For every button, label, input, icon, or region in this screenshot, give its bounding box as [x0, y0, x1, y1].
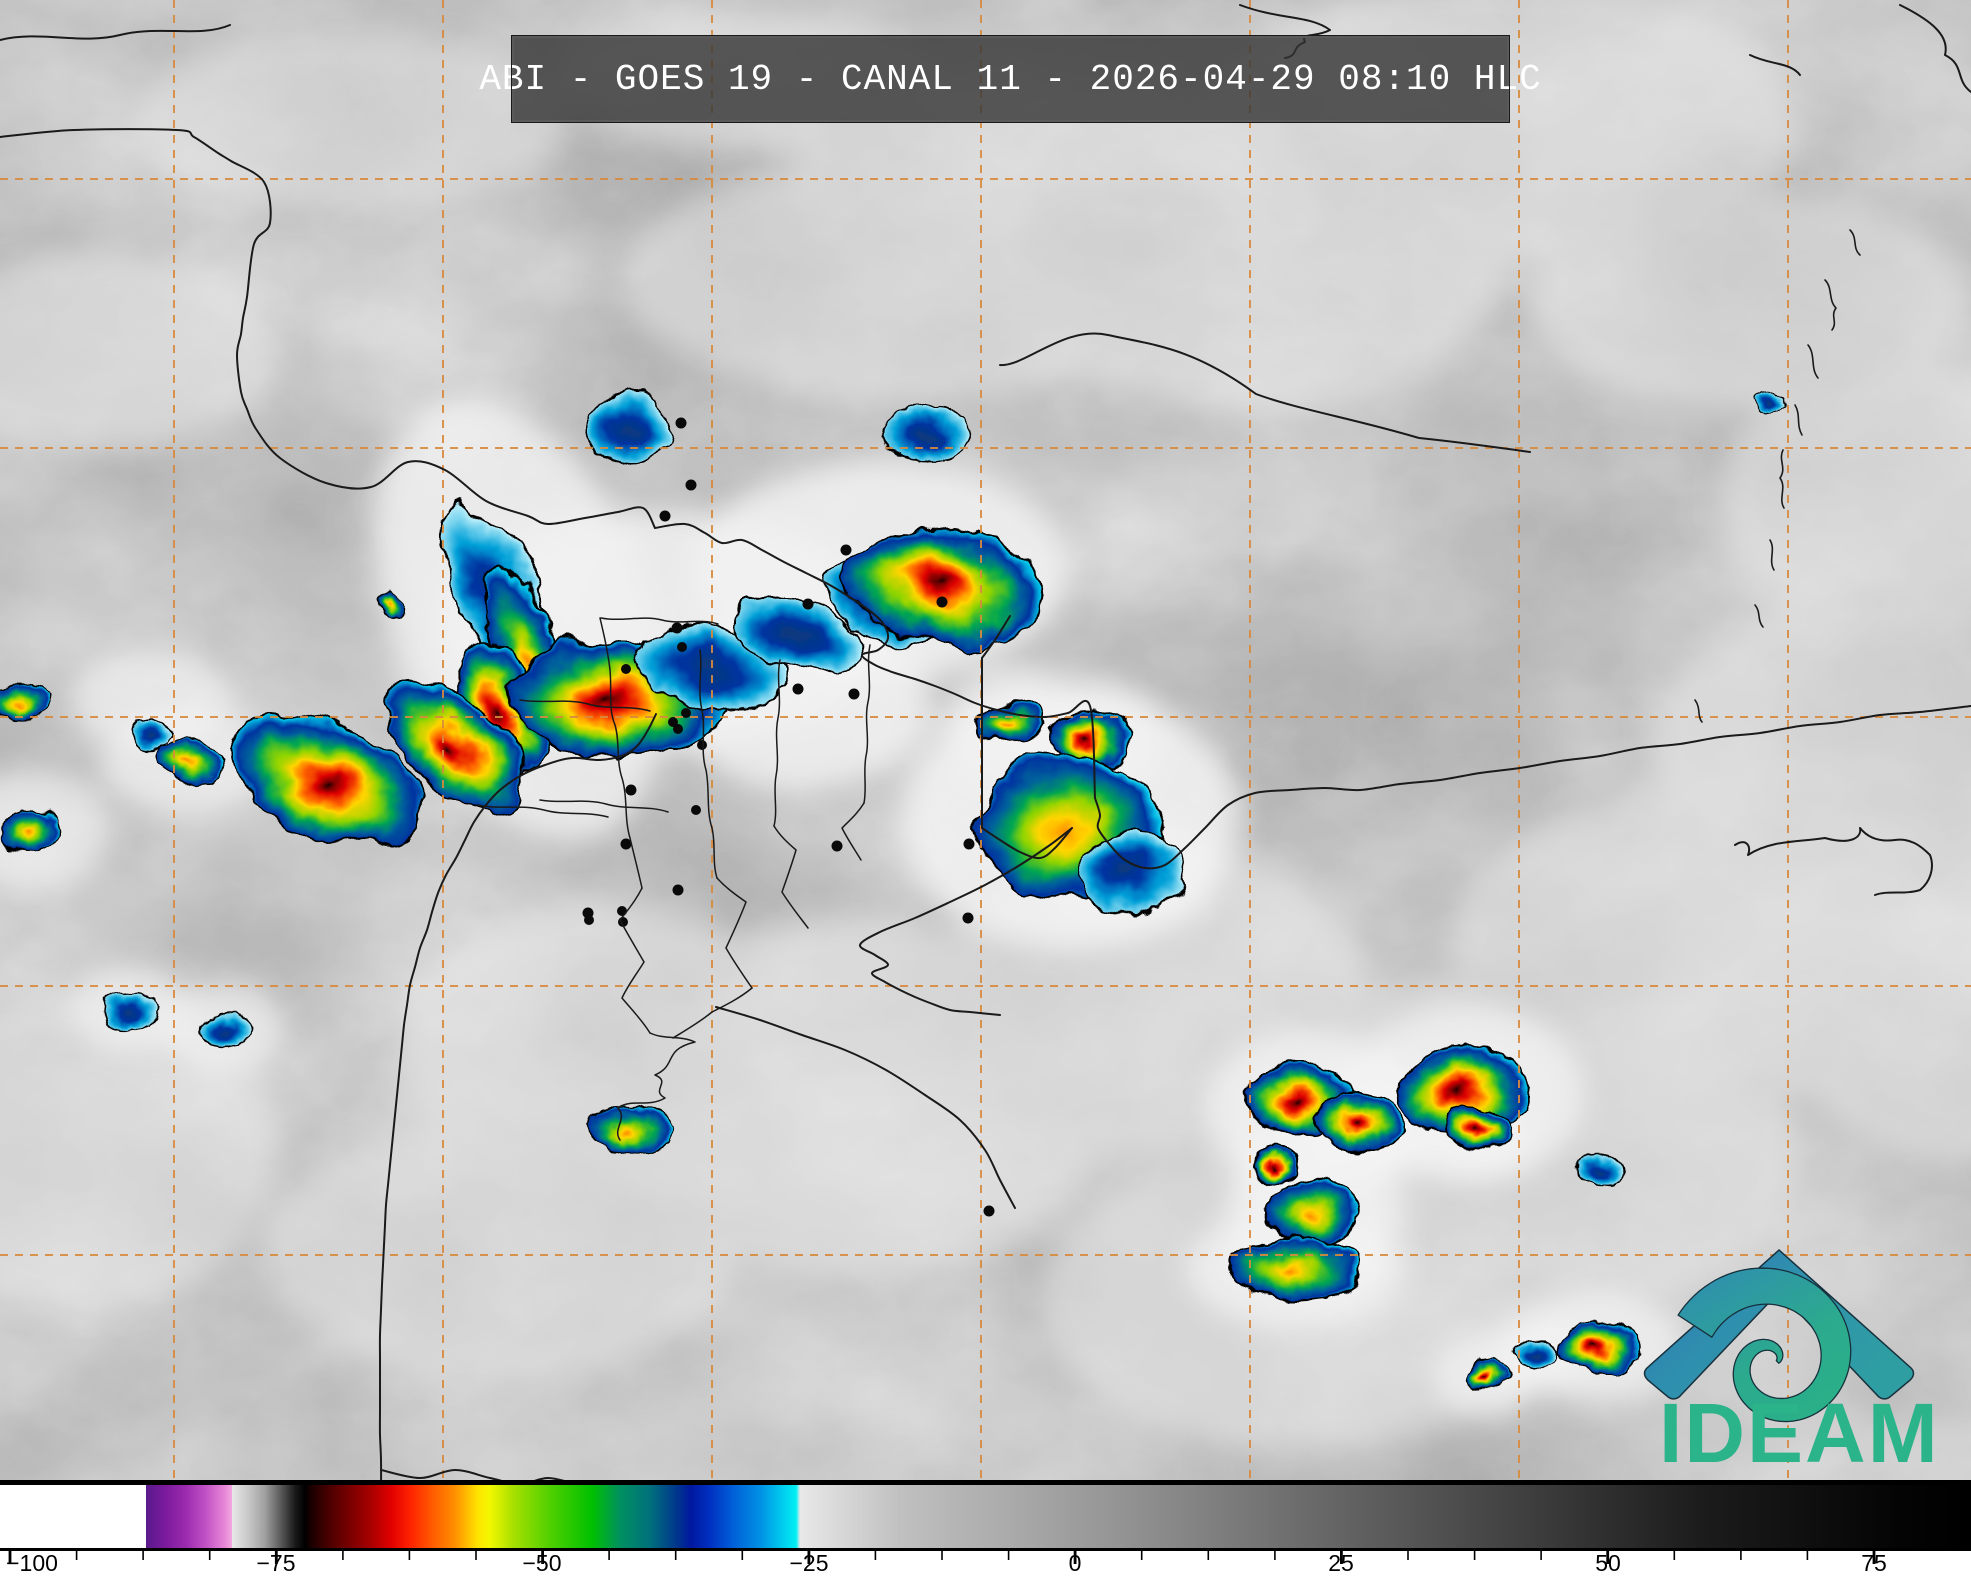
svg-text:IDEAM: IDEAM	[1659, 1386, 1940, 1480]
